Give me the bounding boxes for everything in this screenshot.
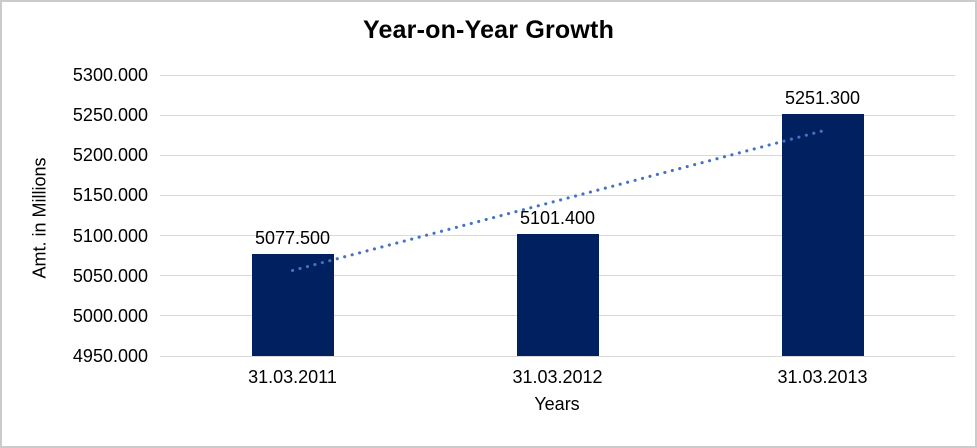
bar-data-label: 5077.500 <box>254 227 331 248</box>
trendline[interactable] <box>160 75 955 356</box>
gridline <box>160 154 955 156</box>
y-tick-label: 5000.000 <box>72 305 148 326</box>
x-tick-label: 31.03.2011 <box>248 367 337 387</box>
gridline <box>160 74 955 76</box>
bar-data-label: 5251.300 <box>784 88 861 109</box>
gridline <box>160 194 955 196</box>
y-tick-label: 5300.000 <box>72 65 148 85</box>
y-tick-label: 5150.000 <box>72 185 148 206</box>
bar-data-label: 5101.400 <box>519 208 596 229</box>
gridline <box>160 355 955 357</box>
y-tick-label: 5250.000 <box>72 105 148 126</box>
x-axis-title: Years <box>534 394 580 414</box>
bar-31.03.2012[interactable] <box>516 234 599 356</box>
chart-title: Year-on-Year Growth <box>362 16 615 44</box>
y-tick-label: 5050.000 <box>72 265 148 286</box>
plot-area: 5077.500 5101.400 5251.300 <box>160 74 955 357</box>
gridline <box>160 114 955 116</box>
y-tick-label: 5100.000 <box>72 225 148 246</box>
y-axis-tick-labels: 4950.000 5000.000 5050.000 5100.000 5150.000… <box>2 65 148 366</box>
x-tick-label: 31.03.2012 <box>512 367 603 387</box>
x-axis-tick-labels: 31.03.2011 31.03.2012 31.03.2013 <box>160 366 955 392</box>
bar-31.03.2013[interactable] <box>781 114 864 356</box>
x-tick-label: 31.03.2013 <box>777 367 868 387</box>
y-tick-label: 5200.000 <box>72 145 148 166</box>
y-tick-label: 4950.000 <box>72 346 148 366</box>
